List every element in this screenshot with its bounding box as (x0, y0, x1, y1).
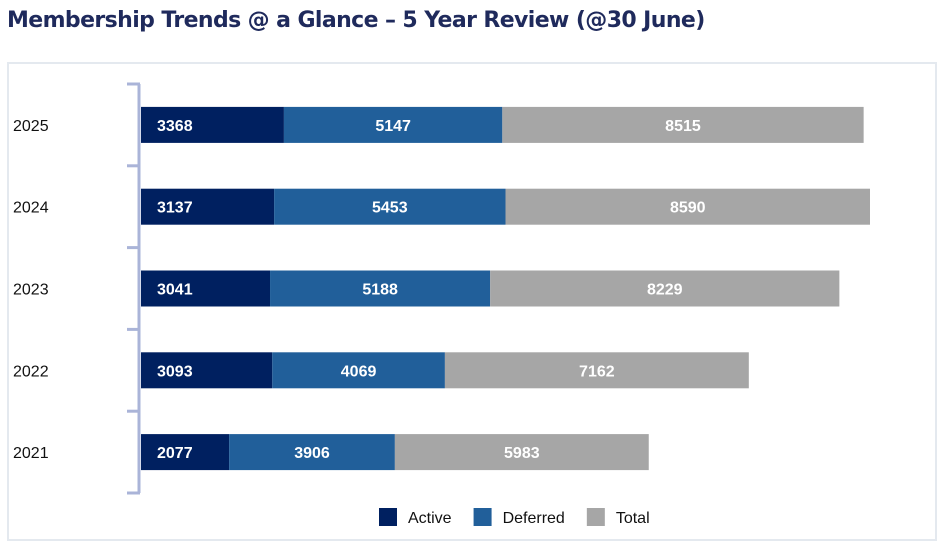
data-label-active-2021: 2077 (157, 445, 193, 462)
bar-total-2021 (394, 434, 649, 471)
data-label-active-2022: 3093 (157, 363, 193, 380)
category-label-2024: 2024 (13, 200, 49, 217)
bar-deferred-2024 (274, 188, 506, 225)
category-label-2021: 2021 (13, 445, 49, 462)
legend-label-total: Total (616, 510, 650, 527)
data-label-deferred-2025: 5147 (375, 118, 411, 135)
bar-total-2025 (502, 106, 864, 143)
legend-item-total: Total (586, 508, 650, 527)
legend-swatch-deferred (473, 508, 492, 526)
bar-deferred-2022 (272, 352, 445, 389)
bar-active-2022 (141, 352, 273, 389)
bar-active-2024 (141, 188, 275, 225)
legend-swatch-active (379, 508, 397, 526)
category-label-2025: 2025 (13, 118, 49, 135)
bars (141, 106, 870, 471)
bar-active-2023 (141, 270, 271, 307)
bar-active-2025 (141, 106, 284, 143)
data-label-total-2024: 8590 (670, 200, 706, 217)
data-label-total-2025: 8515 (665, 118, 701, 135)
data-labels: 3368 5147 8515 3137 5453 8590 3041 5188 8229 3093… (157, 118, 706, 462)
category-label-2023: 2023 (13, 282, 49, 299)
bar-deferred-2025 (283, 106, 503, 143)
legend-label-deferred: Deferred (503, 510, 565, 527)
category-label-2022: 2022 (13, 363, 49, 380)
data-label-total-2023: 8229 (647, 282, 683, 299)
bar-deferred-2021 (229, 434, 395, 471)
data-label-deferred-2021: 3906 (294, 445, 330, 462)
legend-label-active: Active (408, 510, 452, 527)
data-label-total-2022: 7162 (579, 363, 615, 380)
data-label-active-2024: 3137 (157, 200, 193, 217)
bar-deferred-2023 (270, 270, 491, 307)
legend-item-deferred: Deferred (473, 508, 565, 527)
data-label-deferred-2022: 4069 (341, 363, 377, 380)
page-title: Membership Trends @ a Glance – 5 Year Re… (7, 8, 705, 33)
legend-item-active: Active (379, 508, 452, 527)
data-label-active-2023: 3041 (157, 282, 193, 299)
bar-active-2021 (141, 434, 230, 471)
data-label-deferred-2023: 5188 (362, 282, 398, 299)
data-label-active-2025: 3368 (157, 118, 193, 135)
data-label-deferred-2024: 5453 (372, 200, 408, 217)
category-axis (127, 82, 141, 495)
bar-total-2024 (505, 188, 870, 225)
data-label-total-2021: 5983 (504, 445, 540, 462)
category-labels: 2025 2024 2023 2022 2021 (13, 118, 49, 462)
bar-total-2023 (490, 270, 840, 307)
legend: Active Deferred Total (379, 508, 650, 527)
bar-total-2022 (444, 352, 749, 389)
legend-swatch-total (586, 508, 605, 526)
